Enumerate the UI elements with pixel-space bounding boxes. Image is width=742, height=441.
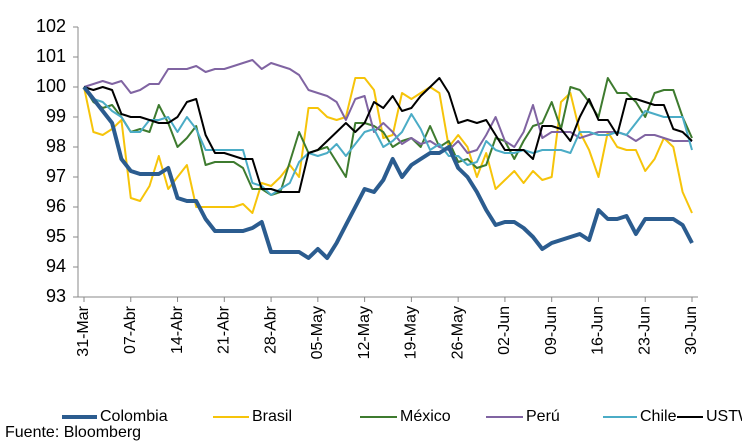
series-line <box>83 77 693 193</box>
x-tick-label: 19-May <box>403 306 420 359</box>
x-tick-label: 07-Abr <box>122 305 139 354</box>
x-tick-label: 09-Jun <box>543 306 560 355</box>
legend-label: México <box>400 408 451 425</box>
y-tick-label: 95 <box>46 226 66 246</box>
source-note: Fuente: Bloomberg <box>5 424 141 441</box>
y-tick-label: 99 <box>46 106 66 126</box>
legend-label: Brasil <box>252 408 292 425</box>
y-tick-label: 97 <box>46 166 66 186</box>
x-tick-label: 26-May <box>449 306 466 359</box>
y-tick-label: 100 <box>36 76 66 96</box>
y-tick-label: 94 <box>46 256 66 276</box>
series-line <box>83 86 693 196</box>
x-tick-label: 31-Mar <box>75 305 92 356</box>
y-tick-label: 101 <box>36 46 66 66</box>
legend-label: Chile <box>640 408 677 425</box>
x-tick-label: 16-Jun <box>590 306 607 355</box>
x-tick-label: 23-Jun <box>636 306 653 355</box>
legend-label: Perú <box>526 408 560 425</box>
x-tick-label: 28-Abr <box>262 305 279 354</box>
legend-label: USTW <box>706 408 742 425</box>
y-tick-label: 102 <box>36 16 66 36</box>
x-tick-label: 30-Jun <box>683 306 700 355</box>
series-line <box>83 59 692 154</box>
y-tick-label: 96 <box>46 196 66 216</box>
y-tick-label: 98 <box>46 136 66 156</box>
series-line <box>83 77 693 214</box>
legend-label: Colombia <box>100 408 168 425</box>
x-tick-label: 02-Jun <box>496 306 513 355</box>
y-tick-label: 93 <box>46 286 66 306</box>
x-tick-label: 12-May <box>356 306 373 359</box>
x-tick-label: 14-Abr <box>169 305 186 354</box>
series-line <box>82 85 694 260</box>
x-tick-label: 05-May <box>309 306 326 359</box>
x-tick-label: 21-Abr <box>216 305 233 354</box>
